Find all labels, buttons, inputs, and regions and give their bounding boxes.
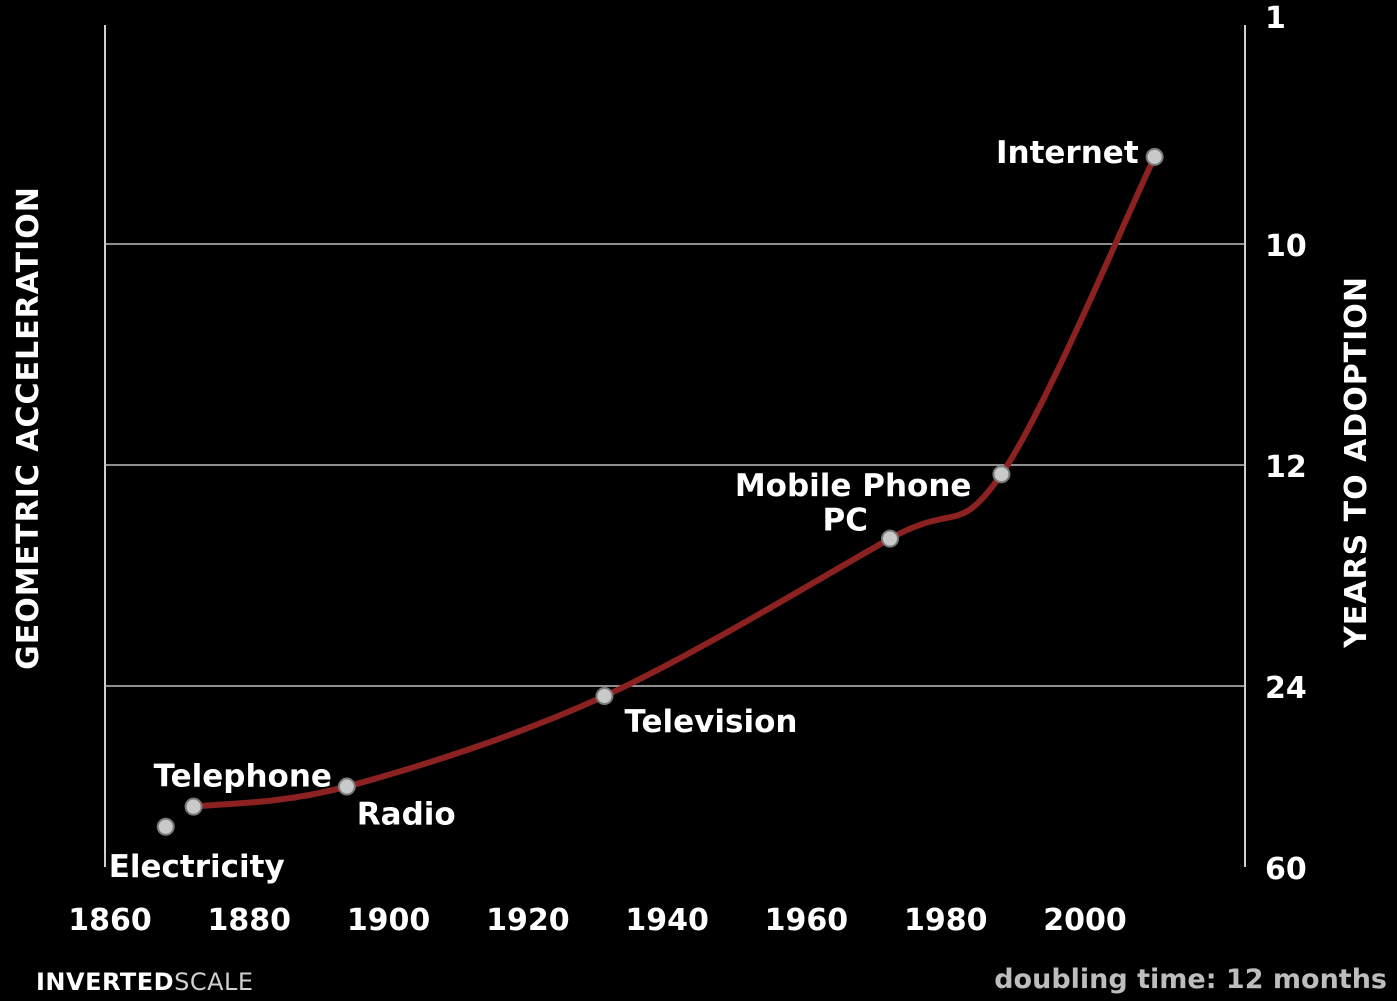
point-pc [881,529,899,548]
x-tick-labels: 1860 1880 1900 1920 1940 1960 1980 2000 [68,903,1127,938]
x-tick-1980: 1980 [904,903,988,938]
y-tick-12: 12 [1265,450,1307,485]
label-mobile-phone: Mobile Phone [735,468,972,504]
label-electricity: Electricity [109,849,285,885]
doubling-time-note: doubling time: 12 months [994,964,1387,995]
brand-bold: INVERTED [36,968,175,996]
brand-label: INVERTEDSCALE [36,968,254,996]
data-points [156,147,1164,836]
y-tick-labels: 1 10 12 24 60 [1265,1,1307,887]
point-electricity [156,817,175,836]
x-tick-1900: 1900 [347,903,431,938]
y-tick-10: 10 [1265,229,1307,264]
right-axis-title: YEARS TO ADOPTION [1339,276,1374,649]
point-television [595,687,614,706]
y-tick-60: 60 [1265,852,1307,887]
point-mobile-phone [992,465,1011,484]
left-axis-title: GEOMETRIC ACCELERATION [11,186,46,670]
point-radio [337,777,356,796]
label-radio: Radio [357,797,456,833]
label-telephone: Telephone [154,759,332,795]
gridlines [105,243,1245,687]
y-tick-24: 24 [1265,671,1307,706]
y-tick-1: 1 [1265,1,1286,36]
x-tick-1880: 1880 [208,903,292,938]
label-internet: Internet [996,135,1139,171]
brand-light: SCALE [174,968,254,996]
data-point-labels: Electricity Telephone Radio Television PCMob… [109,135,1139,885]
point-internet [1145,147,1164,166]
x-tick-1940: 1940 [625,903,709,938]
x-tick-1960: 1960 [765,903,849,938]
x-tick-1920: 1920 [486,903,570,938]
x-tick-2000: 2000 [1043,903,1127,938]
x-tick-1860: 1860 [68,903,152,938]
label-television: Television [624,704,797,740]
point-telephone [184,797,203,816]
label-pc: PC [823,503,868,539]
